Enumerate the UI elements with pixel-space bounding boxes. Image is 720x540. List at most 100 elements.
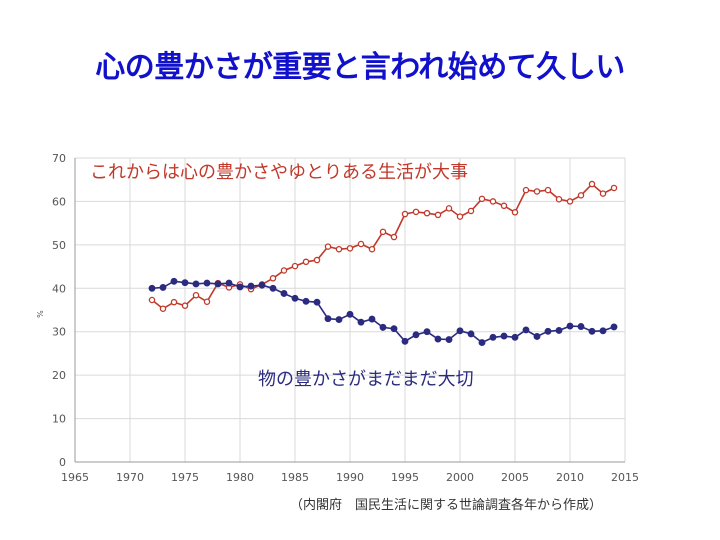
data-point — [445, 205, 453, 212]
data-point — [291, 294, 299, 302]
y-tick-label: 70 — [52, 152, 66, 165]
data-point — [599, 327, 607, 335]
data-point — [577, 192, 585, 199]
data-point — [412, 331, 420, 339]
data-point — [412, 208, 420, 216]
data-point — [467, 330, 475, 338]
data-point — [588, 327, 596, 335]
data-point — [269, 284, 277, 292]
data-point — [456, 327, 464, 335]
data-point — [335, 316, 343, 324]
y-tick-label: 60 — [52, 195, 66, 208]
x-tick-label: 2010 — [556, 471, 584, 484]
data-point — [533, 188, 541, 195]
data-point — [346, 245, 354, 252]
data-point — [489, 333, 497, 341]
data-point — [170, 277, 178, 285]
data-point — [192, 280, 200, 288]
data-point — [291, 262, 299, 270]
data-point — [566, 198, 574, 205]
data-point — [379, 323, 387, 331]
data-point — [434, 211, 442, 219]
data-point — [192, 291, 200, 299]
data-point — [511, 333, 519, 341]
data-point — [544, 327, 552, 335]
data-point — [225, 279, 233, 287]
data-point — [544, 186, 552, 194]
data-point — [511, 209, 519, 216]
data-point — [313, 256, 321, 264]
x-tick-label: 1985 — [281, 471, 309, 484]
data-point — [335, 245, 343, 253]
data-point — [302, 258, 310, 266]
x-tick-label: 2005 — [501, 471, 529, 484]
data-point — [577, 323, 585, 330]
data-point — [445, 336, 453, 343]
data-point — [170, 298, 178, 306]
data-point — [423, 328, 431, 336]
x-tick-label: 1995 — [391, 471, 419, 484]
data-point — [368, 245, 376, 253]
series-line-2 — [151, 280, 615, 344]
data-point — [533, 333, 541, 340]
data-point — [610, 184, 618, 192]
data-point — [401, 337, 409, 345]
series-line-1 — [151, 183, 615, 310]
data-point — [390, 233, 398, 241]
series-label-blue: 物の豊かさがまだまだ大切 — [258, 369, 474, 390]
data-point — [357, 318, 365, 326]
x-tick-label: 1975 — [171, 471, 199, 484]
data-point — [214, 280, 222, 288]
data-point — [324, 243, 332, 250]
data-point — [302, 297, 310, 305]
x-tick-label: 1965 — [61, 471, 89, 484]
y-tick-label: 40 — [52, 282, 66, 295]
data-point — [390, 325, 398, 333]
data-point — [269, 275, 277, 282]
data-point — [555, 196, 563, 203]
data-point — [280, 290, 288, 297]
data-point — [467, 207, 475, 215]
y-tick-label: 10 — [52, 413, 66, 426]
slide-title: 心の豊かさが重要と言われ始めて久しい — [95, 50, 625, 85]
y-tick-label: 20 — [52, 369, 66, 382]
data-point — [181, 302, 189, 309]
data-point — [434, 335, 442, 343]
x-tick-label: 1990 — [336, 471, 364, 484]
x-tick-label: 1980 — [226, 471, 254, 484]
y-axis-label: % — [36, 310, 45, 318]
x-tick-label: 2015 — [611, 471, 639, 484]
data-point — [489, 198, 497, 205]
data-point — [522, 326, 530, 334]
data-point — [368, 315, 376, 323]
data-point — [236, 283, 244, 291]
y-tick-label: 30 — [52, 326, 66, 339]
data-point — [313, 298, 321, 306]
series-label-red: これからは心の豊かさやゆとりある生活が大事 — [90, 162, 468, 183]
data-point — [555, 326, 563, 334]
data-point — [159, 305, 167, 312]
data-point — [203, 298, 211, 305]
y-tick-label: 0 — [59, 456, 66, 469]
data-point — [500, 202, 508, 210]
y-tick-label: 50 — [52, 239, 66, 252]
data-point — [247, 282, 255, 290]
data-point — [588, 180, 596, 188]
source-note: （内閣府 国民生活に関する世論調査各年から作成） — [290, 498, 603, 513]
data-point — [522, 186, 530, 194]
data-point — [401, 210, 409, 218]
data-point — [379, 228, 387, 236]
data-point — [566, 322, 574, 330]
data-point — [203, 279, 211, 287]
data-point — [148, 284, 156, 292]
data-point — [357, 240, 365, 248]
data-point — [610, 323, 618, 331]
data-point — [456, 213, 464, 220]
data-point — [423, 209, 431, 217]
data-point — [280, 267, 288, 274]
data-point — [159, 283, 167, 291]
data-point — [181, 279, 189, 287]
x-tick-label: 2000 — [446, 471, 474, 484]
data-point — [148, 296, 156, 304]
